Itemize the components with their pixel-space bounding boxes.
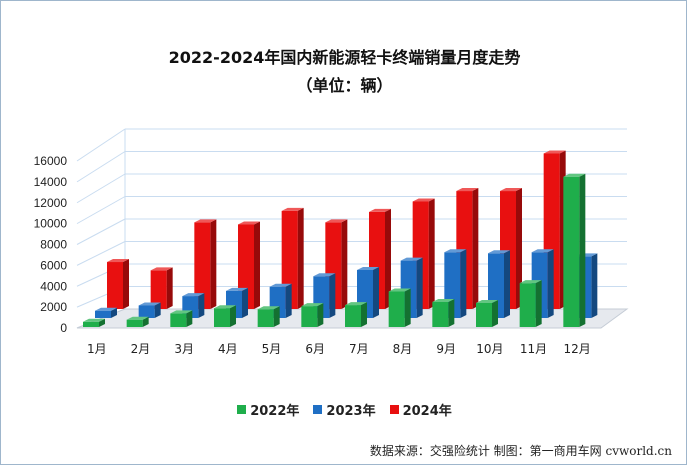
legend-swatch [389, 405, 399, 414]
legend-item: 2024年 [389, 400, 452, 419]
grid-line [76, 151, 126, 183]
x-tick-label: 12月 [564, 342, 591, 356]
legend-label: 2023年 [326, 404, 376, 419]
x-tick-label: 2月 [131, 342, 151, 356]
grid-line [76, 241, 126, 266]
grid-line [76, 173, 126, 204]
y-tick-label: 0 [60, 321, 67, 335]
grid-line [76, 218, 126, 245]
bar-2022年-12月 [563, 173, 586, 327]
bar-2022年-8月 [388, 288, 411, 327]
bar-2022年-5月 [257, 306, 280, 327]
bar-2024年-5月 [281, 207, 304, 309]
x-tick-label: 11月 [520, 342, 547, 356]
legend-label: 2024年 [402, 404, 452, 419]
y-tick-label: 2000 [40, 300, 67, 314]
y-tick-label: 10000 [34, 217, 68, 231]
bar-2024年-2月 [150, 267, 173, 309]
x-tick-label: 8月 [393, 342, 413, 356]
legend-label: 2022年 [250, 404, 300, 419]
bar-2024年-3月 [194, 219, 217, 309]
bar-2022年-7月 [345, 302, 367, 327]
bar-2023年-1月 [95, 307, 117, 318]
x-tick-label: 3月 [174, 342, 194, 356]
bar-2022年-10月 [476, 299, 498, 327]
y-tick-label: 14000 [34, 175, 68, 189]
bar-2024年-1月 [107, 259, 129, 309]
grid-line [76, 196, 126, 225]
x-tick-label: 9月 [436, 342, 456, 356]
x-tick-label: 10月 [476, 342, 503, 356]
bar-2022年-6月 [301, 303, 324, 327]
x-tick-label: 5月 [262, 342, 282, 356]
chart-subtitle: （单位：辆） [296, 76, 393, 95]
x-tick-label: 6月 [305, 342, 325, 356]
y-tick-label: 8000 [40, 238, 67, 252]
legend-swatch [313, 405, 323, 414]
y-tick-label: 4000 [40, 279, 67, 293]
y-tick-label: 16000 [34, 154, 68, 168]
y-tick-label: 12000 [34, 196, 68, 210]
legend-swatch [237, 405, 247, 414]
bar-2022年-9月 [432, 298, 455, 327]
legend-item: 2022年 [237, 400, 299, 419]
x-tick-label: 7月 [349, 342, 369, 356]
legend-item: 2023年 [313, 400, 376, 419]
x-tick-label: 4月 [218, 342, 238, 356]
bar-2022年-3月 [170, 310, 193, 327]
x-tick-label: 1月 [87, 342, 107, 356]
chart-legend: 2022年 2023年 2024年 [1, 400, 686, 419]
bar-2023年-2月 [138, 302, 161, 318]
data-source: 数据来源：交强险统计 制图：第一商用车网 cvworld.cn [369, 444, 672, 458]
bar-2022年-1月 [83, 318, 105, 327]
bar-2022年-11月 [519, 280, 542, 327]
bar-2022年-2月 [126, 316, 149, 327]
y-tick-label: 6000 [40, 258, 67, 272]
grid-line [76, 128, 126, 162]
bar-2022年-4月 [214, 305, 236, 327]
chart-title: 2022-2024年国内新能源轻卡终端销量月度走势 [168, 48, 521, 67]
